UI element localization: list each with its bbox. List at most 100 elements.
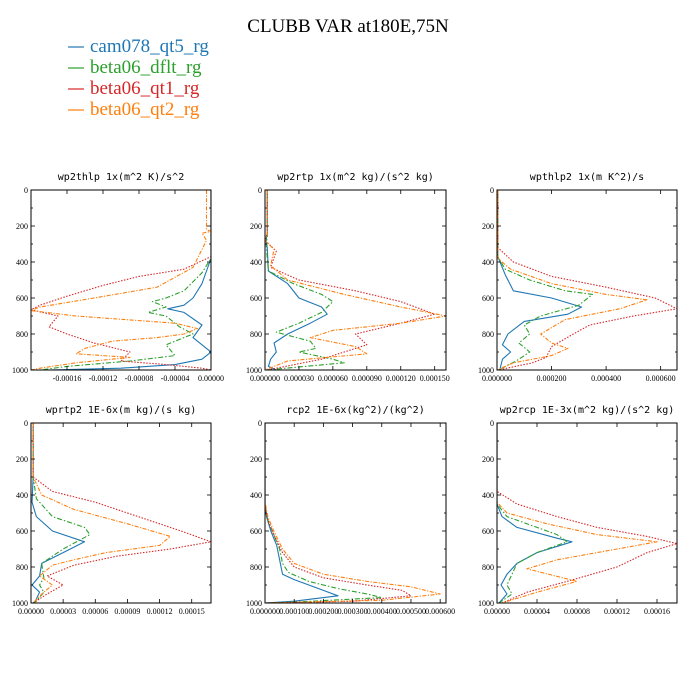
x-tick-label: 0.00012 <box>604 607 630 616</box>
series-line-cam078_qt5_rg <box>497 423 573 603</box>
panel-title: wp2thlp 1x(m^2 K)/s^2 <box>58 172 184 183</box>
chart-panel-2: wp2rtp 1x(m^2 kg)/(s^2 kg) 0 200 400 600 800 1… <box>246 172 450 383</box>
x-tick-label: 0.000120 <box>386 374 416 383</box>
y-tick-label: 0 <box>258 186 262 195</box>
y-tick-label: 800 <box>482 330 494 339</box>
x-tick-label: 0.00006 <box>82 607 108 616</box>
chart-panel-3: wpthlp2 1x(m K^2)/s020040060080010000.00… <box>478 172 678 383</box>
y-tick-label: 1000 <box>12 599 28 608</box>
y-tick-label: 800 <box>16 330 28 339</box>
y-tick-label: 1000 <box>478 366 494 375</box>
y-tick-label: 600 <box>250 527 262 536</box>
series-line-beta06_qt1_rg <box>497 190 677 370</box>
y-tick-label: 0 <box>490 419 494 428</box>
x-tick-label: 0.00000 <box>18 607 44 616</box>
x-tick-label: 0.000090 <box>352 374 382 383</box>
x-tick-label: -0.00016 <box>53 374 82 383</box>
legend-entry: beta06_dflt_rg <box>68 57 202 78</box>
series-line-cam078_qt5_rg <box>265 423 339 603</box>
y-tick-label: 600 <box>250 294 262 303</box>
legend-label: beta06_qt2_rg <box>90 99 200 120</box>
plot-frame <box>496 422 678 604</box>
y-tick-label: 1000 <box>12 366 28 375</box>
series-group <box>265 190 446 370</box>
x-tick-label: 0.000600 <box>425 607 455 616</box>
series-group <box>497 190 677 370</box>
series-line-cam078_qt5_rg <box>497 190 583 370</box>
chart-panel-5: rcp2 1E-6x(kg^2)/(kg^2) 0 200 400 600 800 1000… <box>246 405 455 616</box>
plot-frame <box>264 422 447 604</box>
y-tick-label: 400 <box>16 258 28 267</box>
plot-frame <box>496 189 678 371</box>
series-group <box>31 423 211 603</box>
y-tick-label: 800 <box>16 563 28 572</box>
figure-title: CLUBB VAR at180E,75N <box>247 16 449 37</box>
chart-panel-4: wprtp2 1E-6x(m kg)/(s kg) 0 200 400 600 800 10… <box>12 405 212 616</box>
y-tick-label: 0 <box>490 186 494 195</box>
y-tick-label: 1000 <box>478 599 494 608</box>
legend-label: beta06_dflt_rg <box>90 57 202 78</box>
series-line-beta06_qt2_rg <box>32 423 171 603</box>
x-tick-label: 0.000200 <box>537 374 567 383</box>
y-tick-label: 200 <box>250 455 262 464</box>
chart-panel-6: wp2rcp 1E-3x(m^2 kg)/(s^2 kg) 0 200 400 600 8… <box>478 405 678 616</box>
series-line-beta06_qt2_rg <box>265 190 446 370</box>
x-tick-label: 0.000400 <box>591 374 621 383</box>
series-line-cam078_qt5_rg <box>31 423 86 603</box>
y-tick-label: 200 <box>16 222 28 231</box>
x-tick-label: 0.00003 <box>50 607 76 616</box>
series-line-beta06_dflt_rg <box>265 190 345 370</box>
x-tick-label: 0.00004 <box>524 607 550 616</box>
y-tick-label: 600 <box>482 294 494 303</box>
x-tick-label: 0.00016 <box>644 607 670 616</box>
x-tick-label: 0.000100 <box>279 607 309 616</box>
series-line-beta06_qt2_rg <box>31 190 211 370</box>
series-line-beta06_qt2_rg <box>497 423 658 603</box>
x-tick-label: 0.00000 <box>198 374 224 383</box>
series-group <box>497 423 677 603</box>
panel-title: wp2rcp 1E-3x(m^2 kg)/(s^2 kg) <box>500 405 675 416</box>
y-tick-label: 400 <box>482 491 494 500</box>
x-tick-label: 0.000400 <box>367 607 397 616</box>
x-tick-label: -0.00004 <box>161 374 190 383</box>
x-tick-label: 0.00012 <box>147 607 173 616</box>
y-tick-label: 400 <box>16 491 28 500</box>
x-tick-label: 0.000060 <box>318 374 348 383</box>
x-tick-label: 0.000000 <box>482 374 512 383</box>
x-tick-label: 0.000200 <box>308 607 338 616</box>
x-tick-label: -0.00008 <box>125 374 154 383</box>
x-tick-label: 0.000150 <box>420 374 450 383</box>
series-line-beta06_dflt_rg <box>265 423 383 603</box>
series-line-beta06_qt1_rg <box>265 423 412 603</box>
y-tick-label: 200 <box>482 455 494 464</box>
series-line-beta06_qt1_rg <box>265 190 436 370</box>
series-line-beta06_qt2_rg <box>265 423 441 603</box>
y-tick-label: 600 <box>482 527 494 536</box>
plot-frame <box>30 189 212 371</box>
panel-title: wp2rtp 1x(m^2 kg)/(s^2 kg) <box>277 172 434 183</box>
y-tick-label: 400 <box>482 258 494 267</box>
series-line-beta06_qt2_rg <box>497 190 648 370</box>
y-tick-label: 400 <box>250 491 262 500</box>
panel-grid: wp2thlp 1x(m^2 K)/s^2 0 200 400 600 800 1000 -0… <box>12 172 678 616</box>
x-tick-label: -0.00012 <box>89 374 118 383</box>
y-tick-label: 800 <box>250 563 262 572</box>
x-tick-label: 0.000000 <box>250 374 280 383</box>
legend: cam078_qt5_rgbeta06_dflt_rgbeta06_qt1_rg… <box>68 36 209 120</box>
legend-entry: beta06_qt2_rg <box>68 99 200 120</box>
y-tick-label: 0 <box>24 419 28 428</box>
series-line-beta06_dflt_rg <box>497 190 593 370</box>
x-tick-label: 0.000600 <box>646 374 676 383</box>
series-line-beta06_qt1_rg <box>497 423 677 603</box>
series-line-beta06_qt1_rg <box>32 423 211 603</box>
legend-entry: cam078_qt5_rg <box>68 36 209 57</box>
plot-frame <box>30 422 212 604</box>
y-tick-label: 800 <box>250 330 262 339</box>
series-line-beta06_dflt_rg <box>32 423 91 603</box>
x-tick-label: 0.00008 <box>564 607 590 616</box>
y-tick-label: 400 <box>250 258 262 267</box>
series-line-cam078_qt5_rg <box>265 190 328 370</box>
series-line-beta06_dflt_rg <box>497 423 568 603</box>
series-group <box>31 190 211 370</box>
x-tick-label: 0.00015 <box>179 607 205 616</box>
